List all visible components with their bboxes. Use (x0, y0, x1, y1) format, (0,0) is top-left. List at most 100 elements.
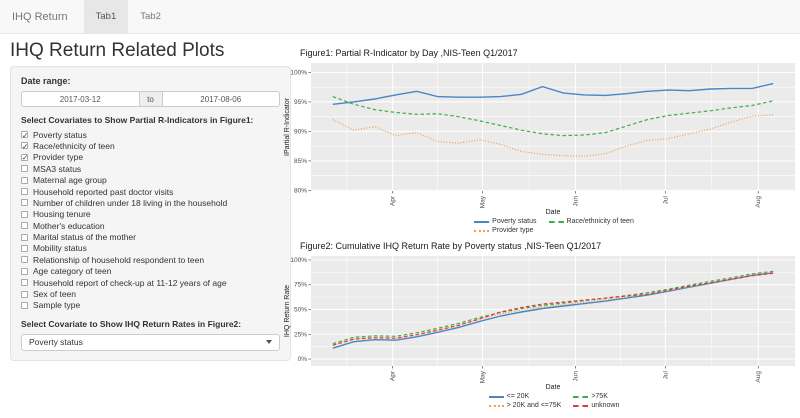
figure2-covariate-select-value: Poverty status (29, 337, 83, 348)
covariate-checkbox-label: Household reported past doctor visits (33, 186, 174, 197)
checkbox-unchecked-icon[interactable] (21, 256, 28, 264)
legend-item: <= 20K (488, 393, 562, 401)
covariate-checkbox[interactable]: Relationship of household respondent to … (21, 254, 280, 265)
legend-item: Race/ethnicity of teen (548, 218, 634, 226)
page-title: IHQ Return Related Plots (10, 40, 225, 61)
covariate-checkbox[interactable]: Mobility status (21, 243, 280, 254)
navbar: IHQ Return Tab1 Tab2 (0, 0, 800, 34)
covariate-checkbox-label: Household report of check-up at 11-12 ye… (33, 277, 227, 288)
figure2-legend: <= 20K >75K > 20K and <=75K unknown (488, 393, 619, 410)
covariates-label: Select Covariates to Show Partial R-Indi… (21, 115, 254, 126)
covariate-checkbox-label: Race/ethnicity of teen (33, 140, 115, 151)
svg-text:95%: 95% (294, 99, 307, 106)
legend-line-swatch (488, 396, 504, 398)
legend-item: >75K (573, 393, 619, 401)
checkbox-unchecked-icon[interactable] (21, 244, 28, 252)
covariate-checkbox-label: Mobility status (33, 243, 87, 254)
covariate-checkbox[interactable]: Mother's education (21, 220, 280, 231)
chevron-down-icon (266, 340, 272, 345)
checkbox-unchecked-icon[interactable] (21, 290, 28, 298)
figure1: Figure1: Partial R-Indicator by Day ,NIS… (283, 48, 797, 235)
checkbox-unchecked-icon[interactable] (21, 267, 28, 275)
chart-plot: 0% 25% 50% 75% 100% Apr May Jun Jul Aug IHQ Return… (284, 256, 795, 391)
figure2-title: Figure2: Cumulative IHQ Return Rate by P… (300, 241, 602, 251)
legend-line-swatch (488, 405, 504, 407)
checkbox-checked-icon[interactable] (21, 153, 28, 162)
svg-text:100%: 100% (290, 257, 307, 264)
svg-text:Jun: Jun (572, 196, 579, 207)
covariate-checkbox-label: Housing tenure (33, 209, 91, 220)
figure2-select-label: Select Covariate to Show IHQ Return Rate… (21, 319, 242, 330)
navbar-brand[interactable]: IHQ Return (12, 10, 68, 23)
covariate-checkbox[interactable]: Household reported past doctor visits (21, 186, 280, 197)
checkbox-checked-icon[interactable] (21, 131, 28, 140)
covariate-checkbox[interactable]: Sex of teen (21, 288, 280, 299)
figure2-chart: 0% 25% 50% 75% 100% Apr May Jun Jul Aug IHQ Return… (283, 252, 797, 392)
date-end-input[interactable] (161, 91, 280, 108)
legend-line-swatch (474, 221, 490, 223)
covariate-checkbox[interactable]: Age category of teen (21, 266, 280, 277)
checkbox-unchecked-icon[interactable] (21, 301, 28, 309)
covariate-checkbox-label: Provider type (33, 152, 84, 163)
figure1-title: Figure1: Partial R-Indicator by Day ,NIS… (300, 48, 518, 58)
figure2-covariate-select[interactable]: Poverty status (21, 333, 280, 351)
covariate-checkbox-label: Marital status of the mother (33, 232, 136, 243)
checkbox-unchecked-icon[interactable] (21, 233, 28, 241)
covariate-checkbox-label: MSA3 status (33, 163, 82, 174)
date-start-input[interactable] (21, 91, 140, 108)
legend-label: Provider type (492, 227, 534, 234)
covariate-checkbox[interactable]: Provider type (21, 152, 280, 163)
covariate-checkbox-label: Sample type (33, 300, 81, 311)
legend-item: > 20K and <=75K (488, 402, 562, 410)
svg-text:85%: 85% (294, 158, 307, 165)
legend-item: unknown (573, 402, 619, 410)
covariate-checkbox[interactable]: Poverty status (21, 129, 280, 140)
svg-text:May: May (480, 195, 487, 208)
svg-text:Aug: Aug (755, 371, 762, 383)
covariate-checkbox[interactable]: Race/ethnicity of teen (21, 140, 280, 151)
covariate-checkbox-label: Maternal age group (33, 175, 107, 186)
svg-text:IHQ Return Rate: IHQ Return Rate (284, 285, 291, 337)
tab-tab2[interactable]: Tab2 (140, 11, 161, 22)
legend-line-swatch (573, 396, 589, 398)
checkbox-unchecked-icon[interactable] (21, 165, 28, 173)
svg-text:Apr: Apr (390, 195, 397, 206)
legend-item: Poverty status (474, 218, 537, 226)
svg-text:75%: 75% (294, 282, 307, 289)
svg-text:Date: Date (546, 209, 561, 216)
svg-text:IPartial R-Indicator: IPartial R-Indicator (284, 97, 291, 156)
checkbox-unchecked-icon[interactable] (21, 210, 28, 218)
covariate-checkbox[interactable]: Sample type (21, 300, 280, 311)
checkbox-unchecked-icon[interactable] (21, 199, 28, 207)
svg-text:25%: 25% (294, 331, 307, 338)
covariate-checkbox-label: Poverty status (33, 129, 87, 140)
legend-line-swatch (474, 230, 490, 232)
tab-tab1[interactable]: Tab1 (83, 0, 129, 33)
legend-label: <= 20K (506, 393, 530, 400)
covariate-checkbox[interactable]: Household report of check-up at 11-12 ye… (21, 277, 280, 288)
date-range-input-group: to (21, 91, 280, 108)
legend-label: > 20K and <=75K (506, 402, 562, 409)
svg-text:Apr: Apr (390, 370, 397, 381)
checkbox-checked-icon[interactable] (21, 142, 28, 151)
covariate-checkbox[interactable]: MSA3 status (21, 163, 280, 174)
covariate-checkbox[interactable]: Housing tenure (21, 209, 280, 220)
svg-text:Aug: Aug (755, 196, 762, 208)
covariate-checkbox[interactable]: Marital status of the mother (21, 231, 280, 242)
plots-area: Figure1: Partial R-Indicator by Day ,NIS… (283, 48, 797, 410)
covariate-checkbox[interactable]: Number of children under 18 living in th… (21, 197, 280, 208)
covariate-checkbox[interactable]: Maternal age group (21, 174, 280, 185)
svg-text:May: May (480, 370, 487, 383)
checkbox-unchecked-icon[interactable] (21, 222, 28, 230)
figure2: Figure2: Cumulative IHQ Return Rate by P… (283, 241, 797, 410)
legend-label: unknown (591, 402, 620, 409)
svg-text:80%: 80% (294, 187, 307, 194)
checkbox-unchecked-icon[interactable] (21, 279, 28, 287)
checkbox-unchecked-icon[interactable] (21, 188, 28, 196)
checkbox-unchecked-icon[interactable] (21, 176, 28, 184)
sidebar-panel: Date range: to Select Covariates to Show… (10, 66, 291, 361)
covariate-checkbox-label: Sex of teen (33, 289, 77, 300)
svg-text:Date: Date (546, 384, 561, 391)
